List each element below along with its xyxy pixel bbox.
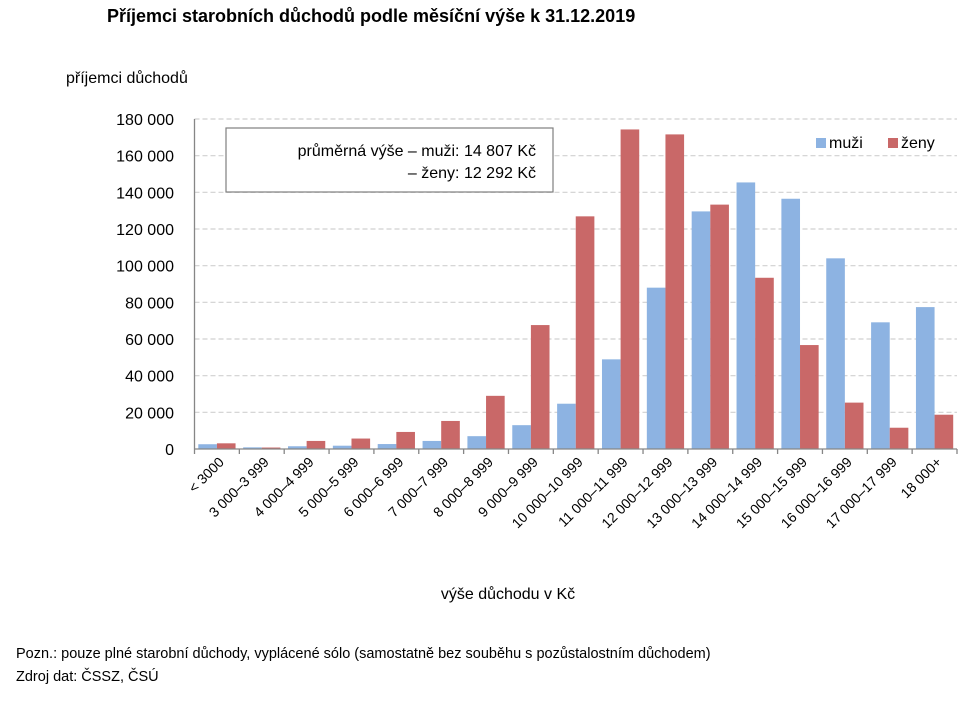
data-source: Zdroj dat: ČSSZ, ČSÚ <box>16 669 159 685</box>
y-tick-label: 180 000 <box>116 112 174 129</box>
y-tick-label: 160 000 <box>116 149 174 166</box>
bar-muzi <box>871 322 890 449</box>
bar-zeny <box>620 129 640 449</box>
footnote: Pozn.: pouze plné starobní důchody, vypl… <box>16 646 711 662</box>
annotation-line-women: – ženy: 12 292 Kč <box>408 165 536 182</box>
y-tick-label: 100 000 <box>116 259 174 276</box>
bar-zeny <box>306 440 326 449</box>
bar-zeny <box>665 134 685 449</box>
y-tick-label: 120 000 <box>116 222 174 239</box>
bar-zeny <box>575 216 595 449</box>
bar-muzi <box>781 198 801 449</box>
bar-zeny <box>710 204 729 449</box>
bar-zeny <box>486 395 505 449</box>
bar-muzi <box>826 258 845 449</box>
average-annotation: průměrná výše – muži: 14 807 Kč – ženy: … <box>225 127 554 193</box>
bar-zeny <box>216 443 236 449</box>
y-tick-label: 60 000 <box>125 332 174 349</box>
bar-muzi <box>736 182 756 449</box>
bar-muzi <box>332 445 352 449</box>
bar-muzi <box>557 403 576 449</box>
bar-zeny <box>396 431 415 449</box>
bar-muzi <box>243 447 262 449</box>
annotation-box <box>225 127 554 193</box>
bar-zeny <box>889 427 909 449</box>
bar-muzi <box>601 359 621 449</box>
bar-muzi <box>288 446 307 449</box>
bar-muzi <box>915 307 935 449</box>
bar-muzi <box>467 436 487 449</box>
bar-muzi <box>646 287 666 449</box>
bar-muzi <box>422 440 442 449</box>
legend-swatch-zeny <box>888 138 898 148</box>
axes <box>193 119 958 454</box>
bar-zeny <box>351 438 371 449</box>
y-tick-label: 80 000 <box>125 295 174 312</box>
legend: muži ženy <box>816 135 935 152</box>
legend-label-muzi: muži <box>829 135 863 152</box>
y-axis-label: příjemci důchodů <box>66 70 188 87</box>
legend-swatch-muzi <box>816 138 826 148</box>
bar-zeny <box>800 345 819 449</box>
chart-title: Příjemci starobních důchodů podle měsíčn… <box>107 6 636 26</box>
bar-zeny <box>934 414 954 449</box>
bar-muzi <box>512 425 531 449</box>
y-tick-label: 140 000 <box>116 185 174 202</box>
bar-zeny <box>755 277 774 449</box>
legend-label-zeny: ženy <box>901 135 935 152</box>
bar-muzi <box>377 444 397 449</box>
bar-muzi <box>198 444 217 449</box>
bar-zeny <box>261 447 281 449</box>
bars <box>198 129 954 449</box>
y-tick-label: 20 000 <box>125 405 174 422</box>
x-tick-label: < 3000 <box>185 454 227 496</box>
bar-zeny <box>844 402 864 449</box>
y-tick-labels: 0 20 000 40 000 60 000 80 000 100 000 120 000 1… <box>116 112 174 459</box>
x-tick-label: 18 000+ <box>897 454 944 501</box>
x-axis-label: výše důchodu v Kč <box>440 586 576 603</box>
bar-zeny <box>441 420 460 449</box>
bar-zeny <box>530 325 550 449</box>
annotation-line-men: průměrná výše – muži: 14 807 Kč <box>298 142 536 160</box>
bar-muzi <box>691 211 711 449</box>
y-tick-label: 40 000 <box>125 369 174 386</box>
y-tick-label: 0 <box>165 442 174 459</box>
